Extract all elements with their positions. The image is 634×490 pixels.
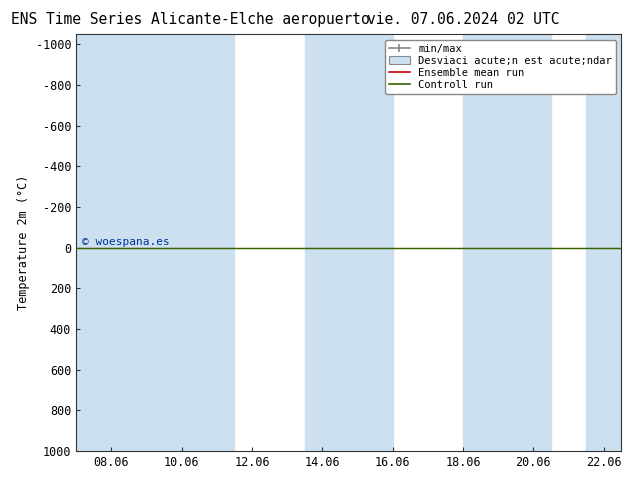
Bar: [586, 34, 621, 451]
Bar: [76, 34, 146, 451]
Bar: [463, 34, 551, 451]
Bar: [305, 34, 392, 451]
Legend: min/max, Desviaci acute;n est acute;ndar, Ensemble mean run, Controll run: min/max, Desviaci acute;n est acute;ndar…: [385, 40, 616, 94]
Text: vie. 07.06.2024 02 UTC: vie. 07.06.2024 02 UTC: [366, 12, 559, 27]
Y-axis label: Temperature 2m (°C): Temperature 2m (°C): [17, 175, 30, 310]
Text: © woespana.es: © woespana.es: [82, 237, 169, 247]
Bar: [146, 34, 235, 451]
Text: ENS Time Series Alicante-Elche aeropuerto: ENS Time Series Alicante-Elche aeropuert…: [11, 12, 370, 27]
